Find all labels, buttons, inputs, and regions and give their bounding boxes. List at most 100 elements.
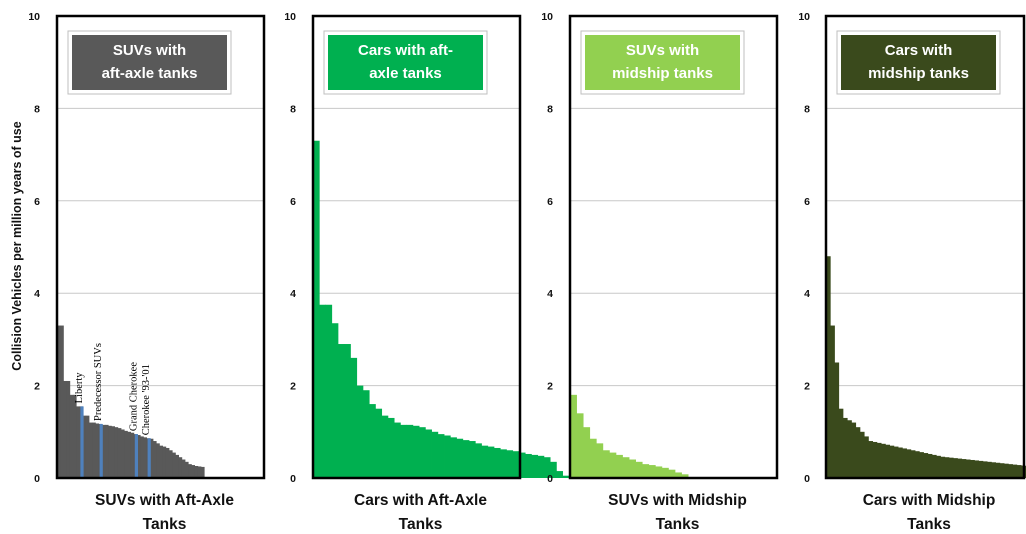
data-bar: [143, 437, 147, 478]
x-axis-caption: SUVs with Aft-Axle: [95, 492, 234, 509]
legend-label: SUVs with: [113, 42, 186, 59]
data-bar: [101, 424, 106, 478]
data-bar: [655, 466, 663, 478]
legend: Cars with aft-axle tanks: [323, 30, 488, 95]
data-bar: [537, 455, 545, 478]
y-tick-label: 4: [804, 288, 810, 300]
data-bar: [906, 449, 912, 478]
y-tick-label: 6: [804, 196, 810, 208]
y-tick-label: 0: [290, 473, 296, 485]
data-bar: [830, 325, 835, 478]
data-bar: [927, 453, 933, 478]
data-bar: [583, 427, 591, 478]
data-bar: [531, 454, 539, 478]
data-bar: [596, 443, 604, 478]
data-bar: [1016, 465, 1022, 478]
data-bar: [622, 457, 630, 478]
data-bar: [948, 457, 954, 478]
data-bar: [642, 464, 650, 478]
x-axis-caption: SUVs with Midship: [608, 492, 747, 509]
data-bar: [970, 459, 975, 478]
y-tick-label: 6: [547, 196, 553, 208]
data-bar: [629, 459, 636, 478]
y-tick-label: 10: [284, 11, 296, 23]
series-bars: [826, 256, 1026, 478]
data-bar: [356, 385, 364, 478]
data-bar: [350, 357, 358, 478]
data-bar: [982, 461, 988, 478]
data-bar: [974, 460, 980, 478]
data-bar: [117, 428, 122, 478]
data-bar: [111, 426, 115, 478]
y-tick-label: 0: [547, 473, 553, 485]
panel-suv-aft: 0 2 4 6 8 10 Liberty Predecessor SUVs Grand Cher…: [28, 11, 266, 533]
data-bar: [66, 380, 71, 478]
data-bar: [635, 461, 643, 478]
data-bar: [181, 459, 186, 478]
series-bars: [570, 394, 689, 478]
data-bar: [661, 467, 669, 478]
data-bar: [73, 394, 77, 478]
data-bar: [89, 422, 93, 478]
data-bar: [556, 471, 563, 478]
data-bar: [987, 461, 992, 478]
data-bar: [961, 459, 967, 478]
data-bar: [313, 140, 320, 479]
data-bar: [965, 459, 971, 478]
y-tick-label: 10: [798, 11, 810, 23]
x-axis-caption: Cars with Aft-Axle: [354, 492, 487, 509]
data-bar: [936, 455, 941, 478]
data-bar: [201, 466, 205, 478]
plot-frame: [824, 14, 1026, 480]
highlight-label: Cherokee '93-'01: [141, 364, 152, 435]
plot-frame: [568, 14, 779, 480]
y-axis-label: Collision Vehicles per million years of …: [10, 121, 24, 370]
data-bar: [570, 394, 577, 478]
highlight-label: Predecessor SUVs: [93, 343, 104, 421]
data-bar: [826, 256, 831, 478]
data-bar: [444, 435, 451, 478]
data-bar: [602, 450, 610, 478]
data-bar: [681, 474, 689, 478]
y-tick-label: 8: [34, 103, 40, 115]
data-bar: [995, 462, 1001, 478]
data-bar: [932, 454, 937, 478]
data-bar: [337, 344, 345, 478]
series-bars: [313, 140, 570, 479]
data-bar: [493, 447, 501, 478]
data-bar: [92, 422, 96, 478]
data-bar: [95, 423, 99, 478]
data-bar: [847, 420, 852, 478]
plot-frame: [55, 14, 266, 480]
data-bar: [859, 431, 865, 478]
data-bar: [197, 466, 202, 478]
y-tick-label: 4: [34, 288, 40, 300]
data-bar: [902, 448, 907, 478]
data-bar: [137, 435, 141, 478]
data-bar: [864, 436, 869, 478]
data-bar: [842, 417, 848, 478]
data-bar: [518, 452, 526, 478]
data-bar: [915, 451, 920, 478]
y-tick-label: 8: [804, 103, 810, 115]
data-bar: [999, 463, 1005, 478]
series-bars: [57, 325, 205, 478]
x-axis-caption: Tanks: [656, 516, 700, 533]
y-tick-label: 6: [290, 196, 296, 208]
data-bar: [940, 456, 946, 478]
data-bar: [114, 427, 119, 478]
data-bar: [159, 445, 163, 478]
data-bar: [876, 442, 882, 478]
data-bar: [889, 445, 895, 478]
data-bar: [191, 465, 195, 478]
data-bar: [838, 408, 844, 478]
y-tick-label: 4: [290, 288, 296, 300]
y-tick-label: 2: [34, 381, 40, 393]
data-bar: [375, 408, 383, 478]
data-bar: [462, 440, 470, 478]
data-bar: [130, 432, 135, 478]
x-axis-caption: Cars with Midship: [863, 492, 996, 509]
data-bar: [105, 424, 109, 478]
data-bar: [543, 457, 551, 478]
data-bar: [957, 458, 963, 478]
